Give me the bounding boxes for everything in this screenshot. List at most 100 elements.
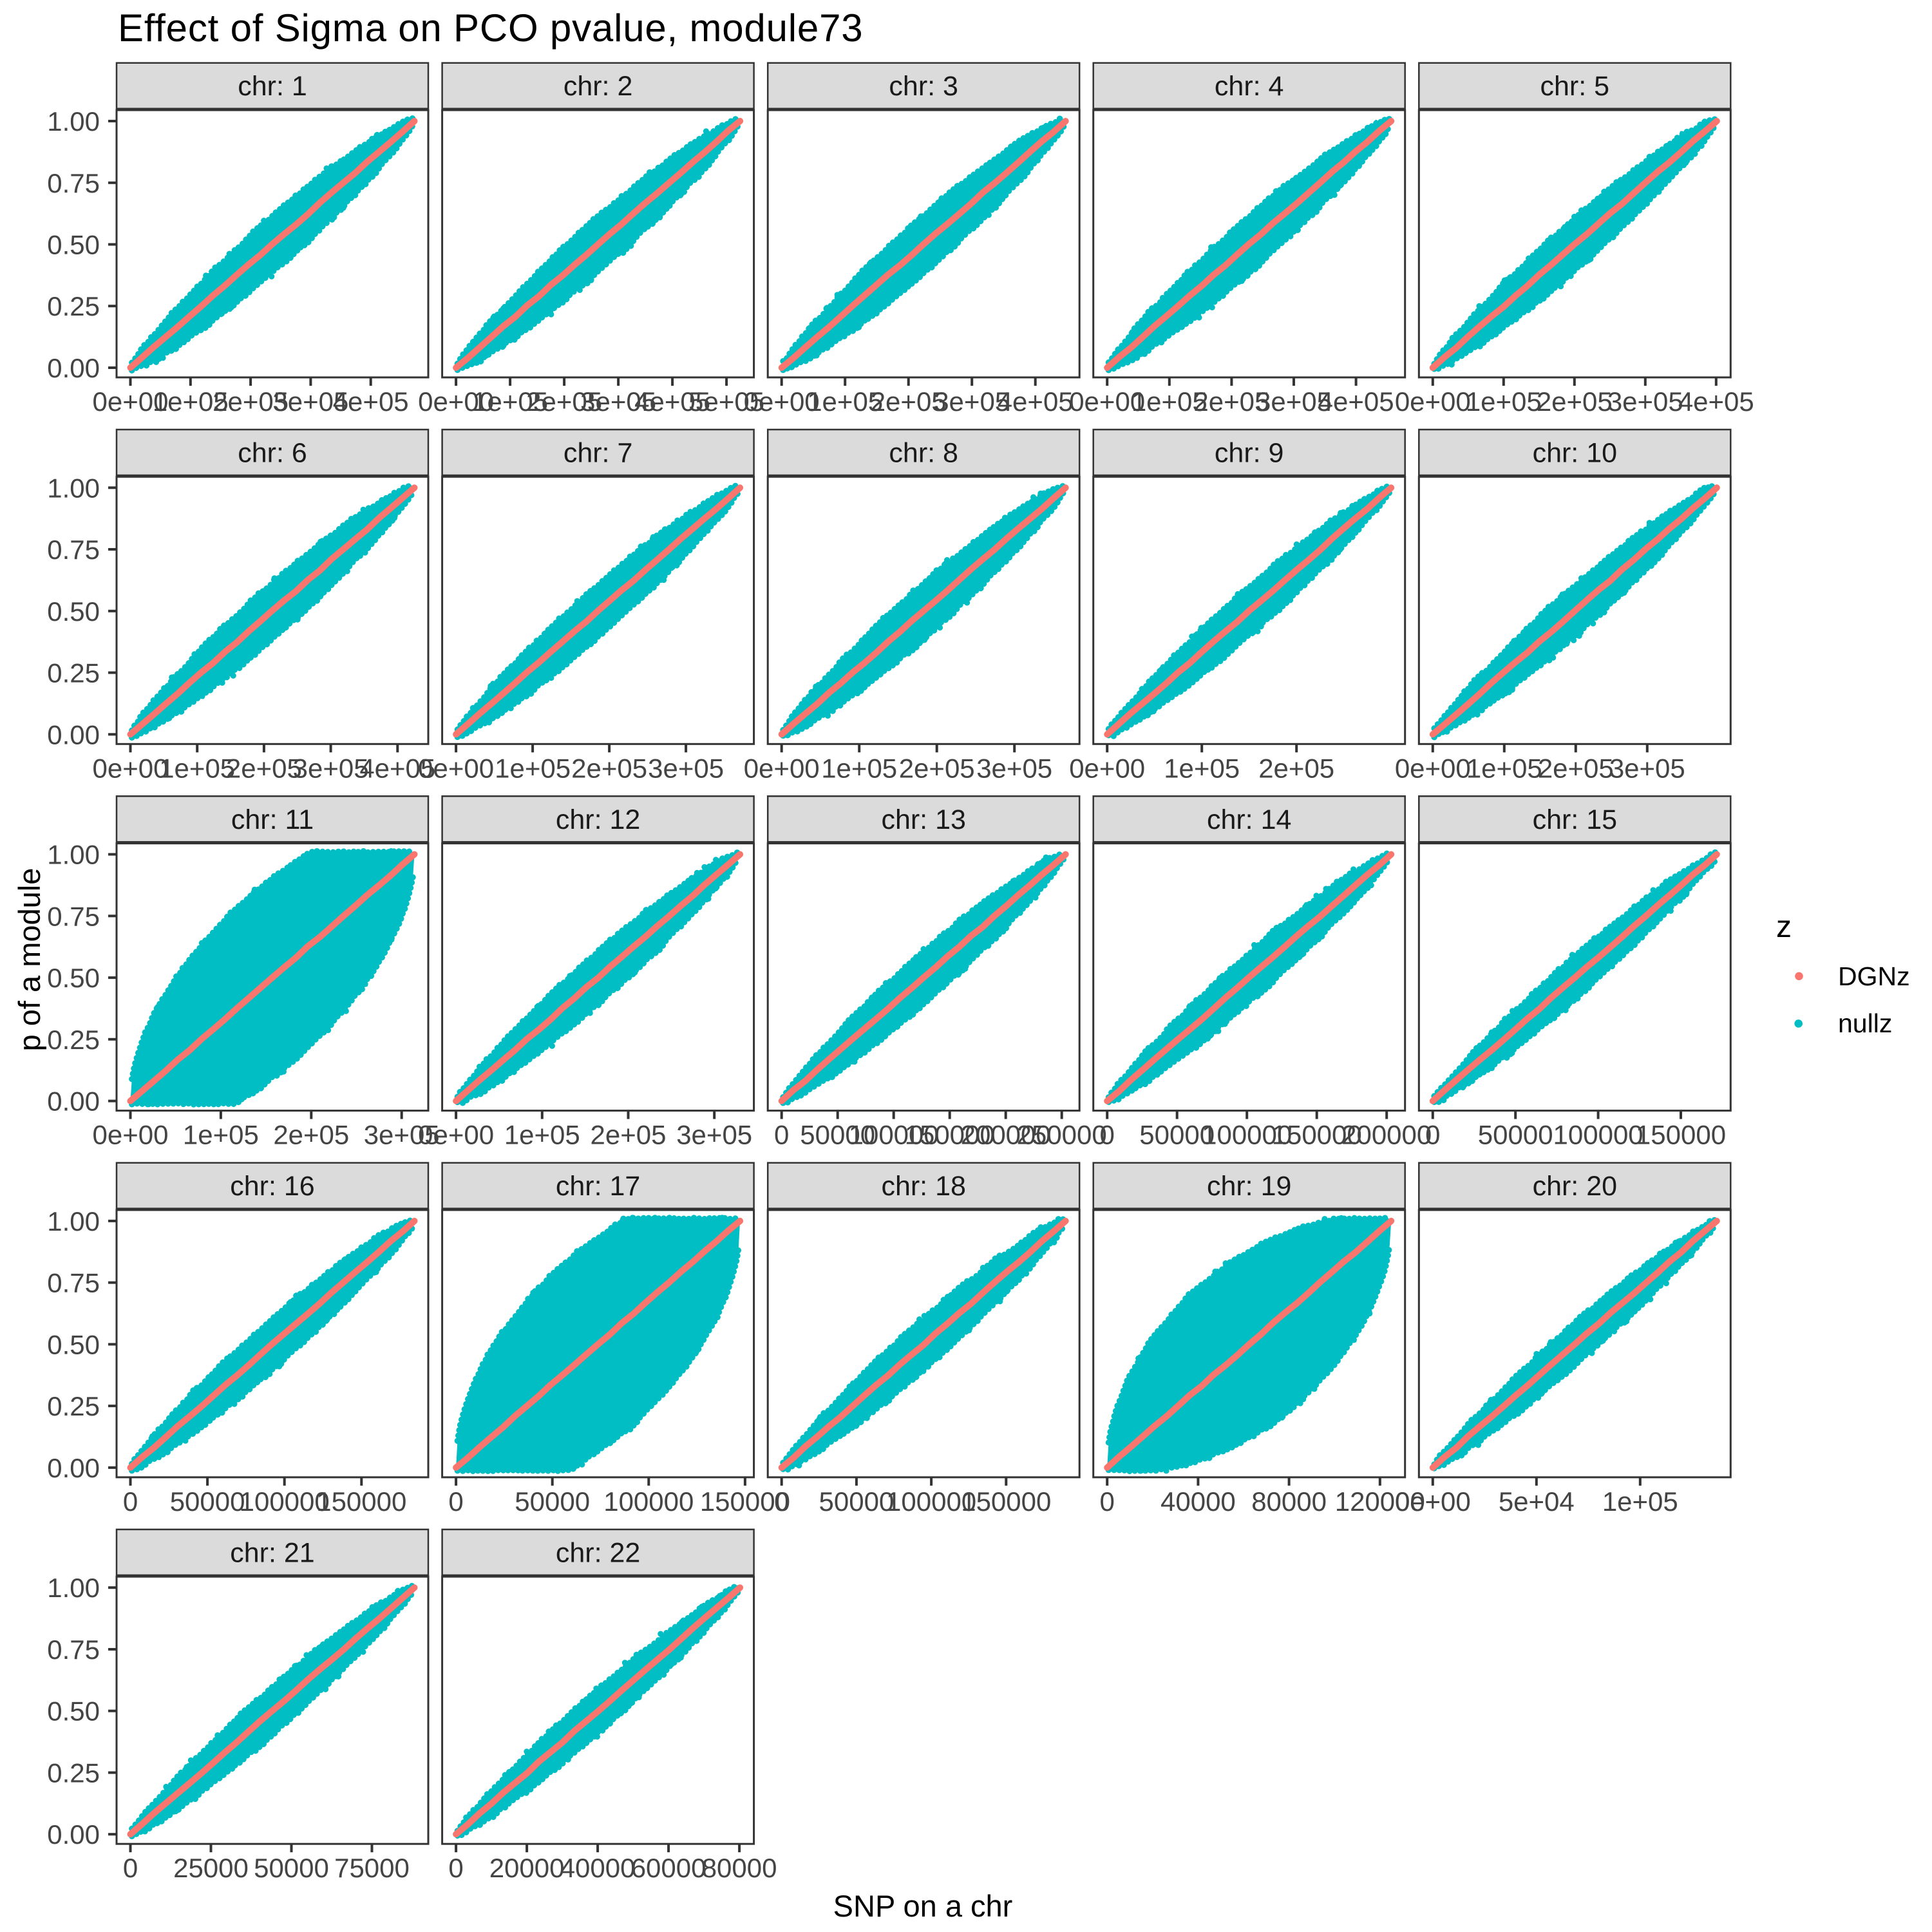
svg-text:2e+05: 2e+05	[591, 1120, 667, 1150]
svg-text:20000: 20000	[489, 1853, 565, 1883]
svg-text:chr: 7: chr: 7	[564, 438, 633, 469]
svg-text:2e+05: 2e+05	[1258, 753, 1334, 783]
svg-text:chr: 15: chr: 15	[1533, 804, 1617, 835]
svg-text:chr: 16: chr: 16	[230, 1171, 314, 1202]
svg-text:nullz: nullz	[1838, 1009, 1892, 1038]
svg-text:0.00: 0.00	[47, 353, 100, 383]
svg-text:0.00: 0.00	[47, 1453, 100, 1483]
svg-text:p of a module: p of a module	[12, 868, 46, 1052]
svg-text:80000: 80000	[1251, 1486, 1327, 1517]
svg-text:chr: 22: chr: 22	[556, 1537, 640, 1568]
svg-text:1e+05: 1e+05	[159, 753, 235, 783]
svg-text:3e+05: 3e+05	[1609, 753, 1685, 783]
svg-text:0.00: 0.00	[47, 1086, 100, 1117]
svg-text:1e+05: 1e+05	[183, 1120, 259, 1150]
svg-text:0: 0	[448, 1853, 463, 1883]
svg-text:SNP on a chr: SNP on a chr	[833, 1889, 1013, 1923]
svg-text:Effect of Sigma on PCO pvalue,: Effect of Sigma on PCO pvalue, module73	[118, 6, 863, 50]
svg-text:3e+05: 3e+05	[648, 753, 724, 783]
svg-text:chr: 3: chr: 3	[889, 71, 958, 102]
svg-text:0.50: 0.50	[47, 1696, 100, 1727]
svg-text:2e+05: 2e+05	[273, 1120, 349, 1150]
svg-text:4e+05: 4e+05	[1318, 386, 1394, 417]
svg-text:3e+05: 3e+05	[1607, 386, 1683, 417]
svg-text:1e+05: 1e+05	[504, 1120, 580, 1150]
svg-text:chr: 2: chr: 2	[564, 71, 633, 102]
svg-text:0.50: 0.50	[47, 963, 100, 993]
svg-text:chr: 8: chr: 8	[889, 438, 958, 469]
svg-text:0.25: 0.25	[47, 291, 100, 321]
svg-text:3e+05: 3e+05	[934, 386, 1010, 417]
svg-text:5e+05: 5e+05	[688, 386, 764, 417]
svg-text:0.25: 0.25	[47, 658, 100, 688]
svg-text:0: 0	[774, 1486, 789, 1517]
svg-text:0e+00: 0e+00	[93, 386, 169, 417]
svg-text:chr: 12: chr: 12	[556, 804, 640, 835]
svg-text:250000: 250000	[1017, 1120, 1107, 1150]
svg-text:0e+00: 0e+00	[1069, 753, 1145, 783]
svg-text:1e+05: 1e+05	[1466, 753, 1542, 783]
svg-text:z: z	[1776, 910, 1792, 944]
svg-text:1e+05: 1e+05	[1466, 386, 1542, 417]
svg-text:3e+05: 3e+05	[293, 753, 369, 783]
svg-text:150000: 150000	[961, 1486, 1051, 1517]
svg-text:3e+05: 3e+05	[580, 386, 656, 417]
svg-text:2e+05: 2e+05	[871, 386, 947, 417]
svg-text:4e+05: 4e+05	[998, 386, 1074, 417]
svg-text:1e+05: 1e+05	[472, 386, 548, 417]
svg-text:1e+05: 1e+05	[807, 386, 883, 417]
svg-text:50000: 50000	[819, 1486, 895, 1517]
svg-text:chr: 1: chr: 1	[238, 71, 307, 102]
svg-text:4e+05: 4e+05	[634, 386, 710, 417]
svg-text:50000: 50000	[800, 1120, 875, 1150]
svg-text:2e+05: 2e+05	[526, 386, 602, 417]
svg-text:chr: 4: chr: 4	[1215, 71, 1284, 102]
svg-text:0.75: 0.75	[47, 168, 100, 198]
svg-text:2e+05: 2e+05	[213, 386, 289, 417]
svg-text:0.25: 0.25	[47, 1391, 100, 1421]
svg-text:50000: 50000	[254, 1853, 329, 1883]
svg-text:2e+05: 2e+05	[1193, 386, 1269, 417]
svg-text:2e+05: 2e+05	[226, 753, 302, 783]
svg-text:100000: 100000	[603, 1486, 694, 1517]
svg-text:0: 0	[1100, 1120, 1115, 1150]
svg-text:150000: 150000	[905, 1120, 995, 1150]
svg-text:1e+05: 1e+05	[1602, 1486, 1678, 1517]
svg-text:3e+05: 3e+05	[272, 386, 348, 417]
svg-text:100000: 100000	[886, 1486, 976, 1517]
svg-text:0.75: 0.75	[47, 1634, 100, 1665]
svg-text:1.00: 1.00	[47, 840, 100, 870]
svg-text:0e+00: 0e+00	[1069, 386, 1145, 417]
svg-text:40000: 40000	[1160, 1486, 1236, 1517]
svg-text:3e+05: 3e+05	[676, 1120, 752, 1150]
svg-text:3e+05: 3e+05	[976, 753, 1052, 783]
svg-text:chr: 21: chr: 21	[230, 1537, 314, 1568]
svg-text:150000: 150000	[1272, 1120, 1362, 1150]
svg-text:0: 0	[448, 1486, 463, 1517]
svg-text:0.50: 0.50	[47, 596, 100, 627]
svg-text:0.50: 0.50	[47, 230, 100, 260]
svg-text:1.00: 1.00	[47, 1206, 100, 1236]
svg-text:75000: 75000	[334, 1853, 410, 1883]
svg-text:0e+00: 0e+00	[1395, 753, 1471, 783]
svg-text:1.00: 1.00	[47, 473, 100, 503]
svg-text:2e+05: 2e+05	[1537, 386, 1613, 417]
svg-text:200000: 200000	[961, 1120, 1051, 1150]
svg-text:chr: 19: chr: 19	[1207, 1171, 1291, 1202]
svg-text:0e+00: 0e+00	[744, 753, 820, 783]
svg-text:200000: 200000	[1341, 1120, 1432, 1150]
svg-text:chr: 13: chr: 13	[881, 804, 965, 835]
svg-text:60000: 60000	[631, 1853, 706, 1883]
svg-text:0.50: 0.50	[47, 1329, 100, 1359]
svg-text:0: 0	[1425, 1120, 1440, 1150]
svg-text:3e+05: 3e+05	[1256, 386, 1332, 417]
svg-text:50000: 50000	[1478, 1120, 1553, 1150]
svg-text:0e+00: 0e+00	[418, 386, 494, 417]
svg-text:1e+05: 1e+05	[1132, 386, 1208, 417]
svg-text:0e+00: 0e+00	[418, 1120, 494, 1150]
svg-text:3e+05: 3e+05	[364, 1120, 440, 1150]
svg-text:2e+05: 2e+05	[571, 753, 647, 783]
svg-text:0: 0	[123, 1853, 138, 1883]
svg-text:100000: 100000	[1202, 1120, 1292, 1150]
svg-text:chr: 14: chr: 14	[1207, 804, 1291, 835]
